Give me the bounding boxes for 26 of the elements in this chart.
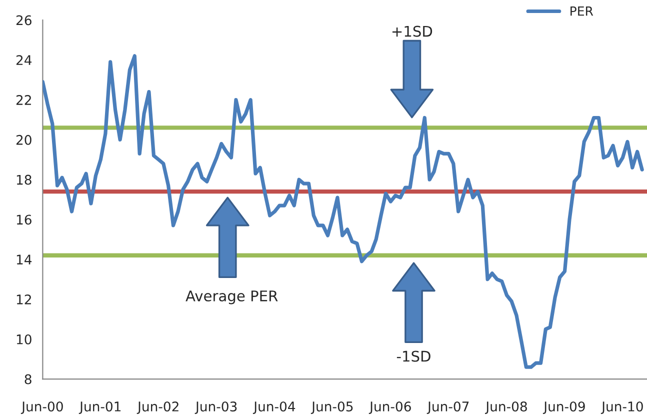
y-tick-label: 14 [16, 254, 32, 264]
x-tick-label: Jun-08 [485, 402, 527, 414]
x-tick-label: Jun-00 [20, 402, 63, 414]
y-tick-label: 24 [16, 55, 32, 65]
y-tick-label: 22 [16, 95, 31, 105]
y-tick-label: 26 [16, 15, 32, 26]
y-tick-label: 12 [16, 294, 31, 304]
x-tick-label: Jun-09 [542, 402, 585, 414]
x-tick-label: Jun-01 [78, 402, 121, 414]
legend-label: PER [570, 6, 594, 16]
annotation: -1SD [396, 350, 430, 362]
y-tick-label: 20 [16, 134, 32, 145]
y-tick-label: 18 [16, 174, 32, 185]
y-tick-label: 10 [16, 334, 32, 344]
x-tick-label: Jun-05 [310, 402, 353, 414]
x-tick-label: Jun-06 [368, 402, 411, 414]
x-tick-label: Jun-07 [426, 402, 469, 414]
x-tick-label: Jun-10 [600, 402, 643, 414]
y-tick-label: 8 [24, 374, 32, 384]
x-tick-label: Jun-04 [252, 402, 296, 414]
x-tick-label: Jun-02 [136, 402, 178, 414]
annotation: Average PER [186, 290, 278, 304]
y-tick-label: 16 [16, 214, 32, 225]
x-tick-label: Jun-03 [194, 402, 237, 414]
annotation: +1SD [392, 26, 432, 37]
line-series [42, 54, 644, 369]
